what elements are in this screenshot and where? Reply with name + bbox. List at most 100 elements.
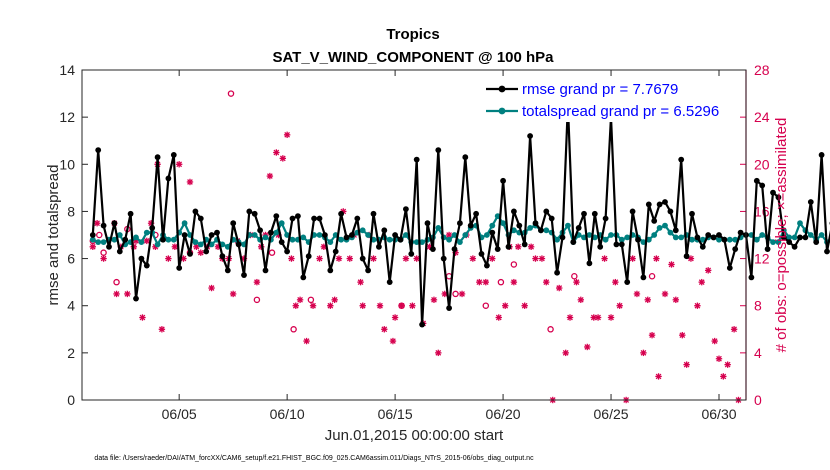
rmse-point [100, 222, 107, 229]
rmse-point [343, 234, 350, 241]
totalspread-point [786, 234, 793, 241]
y-tick-label: 2 [67, 345, 75, 361]
x-tick-label: 06/25 [594, 406, 629, 422]
legend-spread-label: totalspread grand pr = 6.5296 [522, 103, 719, 120]
totalspread-point [662, 222, 668, 229]
obs-assimilated-marker [566, 314, 574, 321]
rmse-point [305, 253, 312, 260]
rmse-point [246, 208, 253, 215]
totalspread-point [446, 236, 452, 243]
totalspread-point [543, 227, 550, 234]
totalspread-point [818, 232, 825, 238]
rmse-point [624, 279, 631, 285]
rmse-point [111, 220, 118, 227]
totalspread-point [484, 232, 490, 238]
rmse-point [138, 255, 145, 262]
rmse-point [478, 251, 485, 257]
y-tick-label: 0 [67, 392, 75, 408]
obs-assimilated-marker [730, 326, 738, 333]
rmse-point [678, 156, 685, 163]
totalspread-point [327, 239, 334, 246]
y-right-tick-label: 0 [754, 392, 762, 408]
totalspread-point [278, 220, 285, 227]
obs-assimilated-marker [253, 278, 261, 286]
rmse-point [640, 274, 647, 281]
totalspread-point [489, 222, 496, 229]
totalspread-point [116, 232, 123, 238]
obs-assimilated-marker [679, 331, 686, 339]
x-axis-label: Jun.01,2015 00:00:00 start [325, 427, 504, 444]
rmse-point [581, 210, 587, 217]
obs-assimilated-marker [89, 243, 96, 250]
totalspread-point [133, 234, 139, 241]
obs-assimilated-marker [296, 296, 304, 304]
rmse-point [365, 267, 371, 274]
rmse-point [181, 232, 188, 238]
left-axis: 0 2 4 6 8 10 12 14 [59, 62, 88, 408]
obs-possible-marker [482, 302, 490, 309]
obs-assimilated-marker [573, 278, 580, 286]
obs-assimilated-marker [197, 249, 204, 256]
obs-assimilated-marker [158, 326, 166, 333]
rmse-point [322, 232, 328, 238]
obs-assimilated-marker [435, 349, 442, 357]
y-tick-label: 6 [67, 251, 75, 267]
rmse-point [818, 152, 825, 158]
obs-assimilated-marker [633, 290, 641, 298]
y-right-tick-label: 28 [754, 62, 770, 78]
rmse-point [435, 147, 442, 154]
obs-assimilated-marker [514, 243, 522, 250]
obs-possible-marker [96, 231, 103, 239]
obs-assimilated-marker [476, 278, 483, 286]
rmse-point [208, 232, 215, 238]
obs-assimilated-marker [694, 302, 701, 309]
obs-assimilated-marker [640, 349, 647, 357]
obs-assimilated-marker [430, 296, 438, 304]
obs-assimilated-marker [653, 255, 660, 262]
rmse-point [516, 222, 523, 229]
rmse-point [791, 243, 798, 250]
rmse-point [165, 175, 172, 182]
rmse-point [500, 177, 506, 184]
footnote: data file: /Users/raeder/DAI/ATM_forcXX/… [94, 455, 534, 462]
rmse-point [143, 262, 150, 269]
obs-assimilated-marker [683, 361, 690, 368]
rmse-point [457, 220, 463, 227]
obs-possible-marker [268, 249, 276, 256]
obs-assimilated-marker [327, 302, 334, 309]
totalspread-point [143, 229, 150, 236]
rmse-point [316, 215, 323, 222]
obs-assimilated-marker [594, 314, 602, 321]
obs-assimilated-marker [502, 302, 509, 309]
totalspread-point [775, 239, 782, 246]
obs-assimilated-marker [113, 290, 120, 298]
rmse-point [672, 227, 679, 234]
obs-assimilated-marker [279, 155, 287, 162]
rmse-point [289, 215, 296, 222]
legend-rmse-marker [498, 85, 506, 93]
obs-assimilated-marker [229, 290, 237, 298]
rmse-point [187, 251, 193, 257]
x-tick-label: 06/20 [486, 406, 521, 422]
totalspread-point [273, 229, 280, 236]
y-tick-label: 8 [67, 203, 75, 219]
rmse-point [376, 243, 382, 250]
totalspread-point [403, 232, 409, 238]
obs-assimilated-marker [288, 255, 295, 262]
rmse-point [780, 234, 787, 241]
obs-assimilated-marker [705, 267, 712, 274]
rmse-point [359, 255, 366, 262]
obs-assimilated-marker [590, 314, 597, 321]
rmse-point [338, 210, 344, 217]
rmse-point [656, 201, 663, 208]
obs-assimilated-marker [612, 278, 619, 286]
obs-assimilated-marker [521, 302, 528, 309]
rmse-point [521, 241, 528, 248]
obs-assimilated-marker [381, 326, 388, 333]
totalspread-point [770, 239, 776, 246]
obs-assimilated-marker [458, 290, 466, 298]
obs-assimilated-marker [370, 255, 377, 262]
totalspread-point [618, 236, 625, 243]
chart-subtitle: SAT_V_WIND_COMPONENT @ 100 hPa [272, 49, 554, 66]
